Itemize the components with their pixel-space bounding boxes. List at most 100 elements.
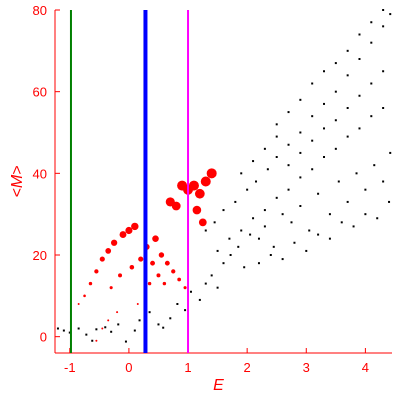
data-point bbox=[118, 273, 123, 278]
data-point bbox=[171, 201, 181, 211]
data-point bbox=[364, 213, 367, 216]
data-point bbox=[252, 160, 255, 163]
data-point bbox=[257, 237, 260, 240]
data-point bbox=[198, 298, 201, 301]
data-point bbox=[263, 225, 266, 228]
data-point bbox=[62, 329, 65, 332]
data-point bbox=[95, 339, 98, 342]
data-point bbox=[158, 252, 165, 258]
data-point bbox=[370, 41, 373, 44]
data-point bbox=[334, 62, 337, 65]
data-point bbox=[206, 168, 217, 179]
data-point bbox=[240, 172, 243, 175]
data-point bbox=[323, 156, 326, 158]
data-point bbox=[234, 200, 237, 203]
data-point bbox=[328, 237, 331, 240]
data-point bbox=[94, 269, 99, 274]
data-point bbox=[346, 135, 349, 138]
data-point bbox=[189, 290, 192, 293]
data-point bbox=[131, 222, 139, 231]
data-point bbox=[275, 123, 278, 126]
data-point bbox=[358, 33, 361, 36]
data-point bbox=[157, 323, 160, 326]
data-point bbox=[352, 225, 355, 228]
data-point bbox=[210, 274, 213, 277]
data-point bbox=[358, 94, 361, 97]
data-point bbox=[222, 262, 225, 265]
data-point bbox=[162, 326, 165, 329]
data-point bbox=[389, 151, 392, 154]
y-axis-label: <M> bbox=[9, 165, 26, 197]
data-point bbox=[222, 209, 225, 212]
data-point bbox=[281, 258, 284, 261]
data-point bbox=[129, 264, 135, 270]
data-point bbox=[323, 127, 326, 130]
data-point bbox=[184, 309, 187, 312]
data-point bbox=[204, 282, 207, 285]
data-point bbox=[152, 235, 159, 242]
data-point bbox=[85, 333, 88, 336]
data-point bbox=[346, 49, 349, 52]
data-point bbox=[382, 107, 385, 109]
data-point bbox=[382, 9, 385, 11]
data-point bbox=[83, 294, 86, 298]
data-point bbox=[252, 217, 255, 220]
data-point bbox=[334, 119, 337, 122]
data-point bbox=[370, 82, 373, 85]
data-point bbox=[229, 254, 232, 256]
data-point bbox=[299, 98, 302, 101]
data-point bbox=[299, 131, 302, 134]
data-point bbox=[91, 339, 94, 342]
data-point bbox=[216, 286, 219, 289]
x-tick-label: -1 bbox=[64, 360, 76, 375]
data-point bbox=[228, 237, 231, 240]
data-point bbox=[382, 70, 385, 73]
data-point bbox=[323, 102, 326, 105]
data-point bbox=[293, 241, 296, 244]
data-point bbox=[299, 205, 302, 207]
data-point bbox=[275, 156, 278, 158]
data-point bbox=[281, 213, 284, 216]
x-tick-label: 4 bbox=[362, 360, 369, 375]
data-point bbox=[68, 331, 71, 334]
data-point bbox=[116, 311, 119, 314]
data-point bbox=[334, 90, 337, 93]
data-point bbox=[317, 233, 320, 236]
data-point bbox=[240, 229, 243, 232]
data-point bbox=[370, 21, 373, 24]
data-point bbox=[299, 151, 302, 154]
data-point bbox=[110, 239, 118, 246]
data-point bbox=[136, 303, 139, 305]
data-point bbox=[246, 188, 249, 191]
data-point bbox=[275, 196, 278, 199]
data-point bbox=[382, 180, 385, 183]
data-point bbox=[156, 273, 161, 278]
data-point bbox=[204, 229, 207, 232]
data-point bbox=[263, 209, 266, 212]
data-point bbox=[237, 245, 240, 248]
data-point bbox=[311, 82, 314, 85]
data-point bbox=[124, 340, 127, 343]
data-point bbox=[364, 188, 367, 191]
data-point bbox=[77, 327, 80, 330]
data-point bbox=[287, 188, 290, 191]
data-point bbox=[104, 326, 107, 329]
data-point bbox=[287, 143, 290, 146]
data-point bbox=[164, 260, 170, 266]
data-point bbox=[358, 58, 361, 60]
data-point bbox=[355, 172, 358, 175]
data-point bbox=[323, 70, 326, 73]
data-point bbox=[263, 147, 266, 150]
data-point bbox=[200, 176, 211, 187]
data-point bbox=[198, 218, 207, 227]
data-point bbox=[358, 127, 361, 130]
y-tick-label: 40 bbox=[33, 166, 47, 181]
y-tick-label: 20 bbox=[33, 248, 47, 263]
data-point bbox=[346, 74, 349, 77]
data-point bbox=[183, 286, 187, 290]
data-point bbox=[389, 13, 392, 16]
data-point bbox=[311, 139, 314, 142]
data-point bbox=[243, 266, 246, 269]
data-point bbox=[99, 256, 105, 262]
